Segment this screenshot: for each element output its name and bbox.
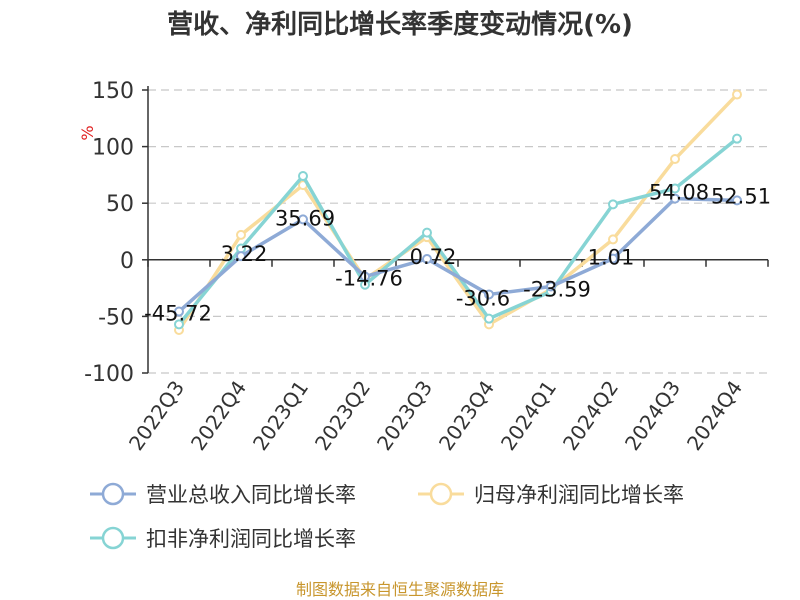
series-point (608, 253, 618, 264)
series-point (670, 193, 680, 204)
series-point (732, 89, 742, 100)
series-point (732, 133, 742, 144)
series-point (360, 271, 370, 282)
series-point (670, 183, 680, 194)
series-point (608, 234, 618, 245)
series-point (484, 313, 494, 324)
data-label: 1.01 (588, 246, 635, 270)
y-tick-label: -100 (84, 362, 134, 387)
data-labels: -45.72 3.22 35.69 -14.76 0.72 -30.6 -23.59 1.01… (144, 181, 771, 326)
x-tick-label: 2024Q3 (620, 376, 685, 455)
x-tick-label: 2022Q4 (186, 376, 251, 455)
x-tick-label: 2024Q2 (558, 376, 623, 455)
series-point (422, 227, 432, 238)
series-point (422, 253, 432, 264)
series-point (608, 199, 618, 210)
series-point (174, 319, 184, 330)
x-tick-label: 2022Q3 (124, 376, 189, 455)
legend-swatch-marker (101, 482, 125, 506)
data-label: -30.6 (456, 286, 510, 310)
series-point (236, 229, 246, 240)
series-point (174, 306, 184, 317)
legend-swatch-marker (101, 526, 125, 550)
x-tick-label: 2023Q4 (434, 376, 499, 455)
series-point (670, 154, 680, 165)
series-point (236, 251, 246, 262)
x-tick-label: 2023Q3 (372, 376, 437, 455)
legend-label: 归母净利润同比增长率 (474, 483, 684, 507)
x-tick-label: 2023Q1 (248, 376, 313, 455)
y-tick-label: 0 (120, 249, 134, 274)
chart-title: 营收、净利同比增长率季度变动情况(%) (167, 9, 633, 40)
data-label: 0.72 (410, 245, 457, 269)
x-tick-label: 2023Q2 (310, 376, 375, 455)
series-point (732, 195, 742, 206)
data-label: -14.76 (335, 267, 403, 291)
data-label: 35.69 (275, 206, 335, 230)
series-point (298, 171, 308, 182)
legend-label: 扣非净利润同比增长率 (146, 527, 356, 551)
y-tick-label: 50 (106, 192, 134, 217)
y-tick-label: 100 (92, 136, 134, 161)
data-label: -45.72 (144, 302, 212, 326)
legend-label: 营业总收入同比增长率 (146, 483, 356, 507)
series-point (546, 281, 556, 292)
y-tick-label: -50 (98, 305, 134, 330)
legend-swatch-marker (429, 482, 453, 506)
series-point (298, 214, 308, 225)
data-label: 52.51 (711, 184, 771, 208)
series-lines (174, 89, 742, 335)
series-point (484, 289, 494, 300)
y-tick-label: 150 (92, 79, 134, 104)
x-tick-label: 2024Q4 (682, 376, 747, 455)
y-axis-unit: % (78, 125, 97, 140)
data-label: 3.22 (221, 242, 268, 266)
x-tick-label: 2024Q1 (496, 376, 561, 455)
series-line (177, 196, 738, 313)
data-label: -23.59 (523, 278, 591, 302)
source-note: 制图数据来自恒生聚源数据库 (296, 580, 504, 599)
data-label: 54.08 (649, 181, 709, 205)
